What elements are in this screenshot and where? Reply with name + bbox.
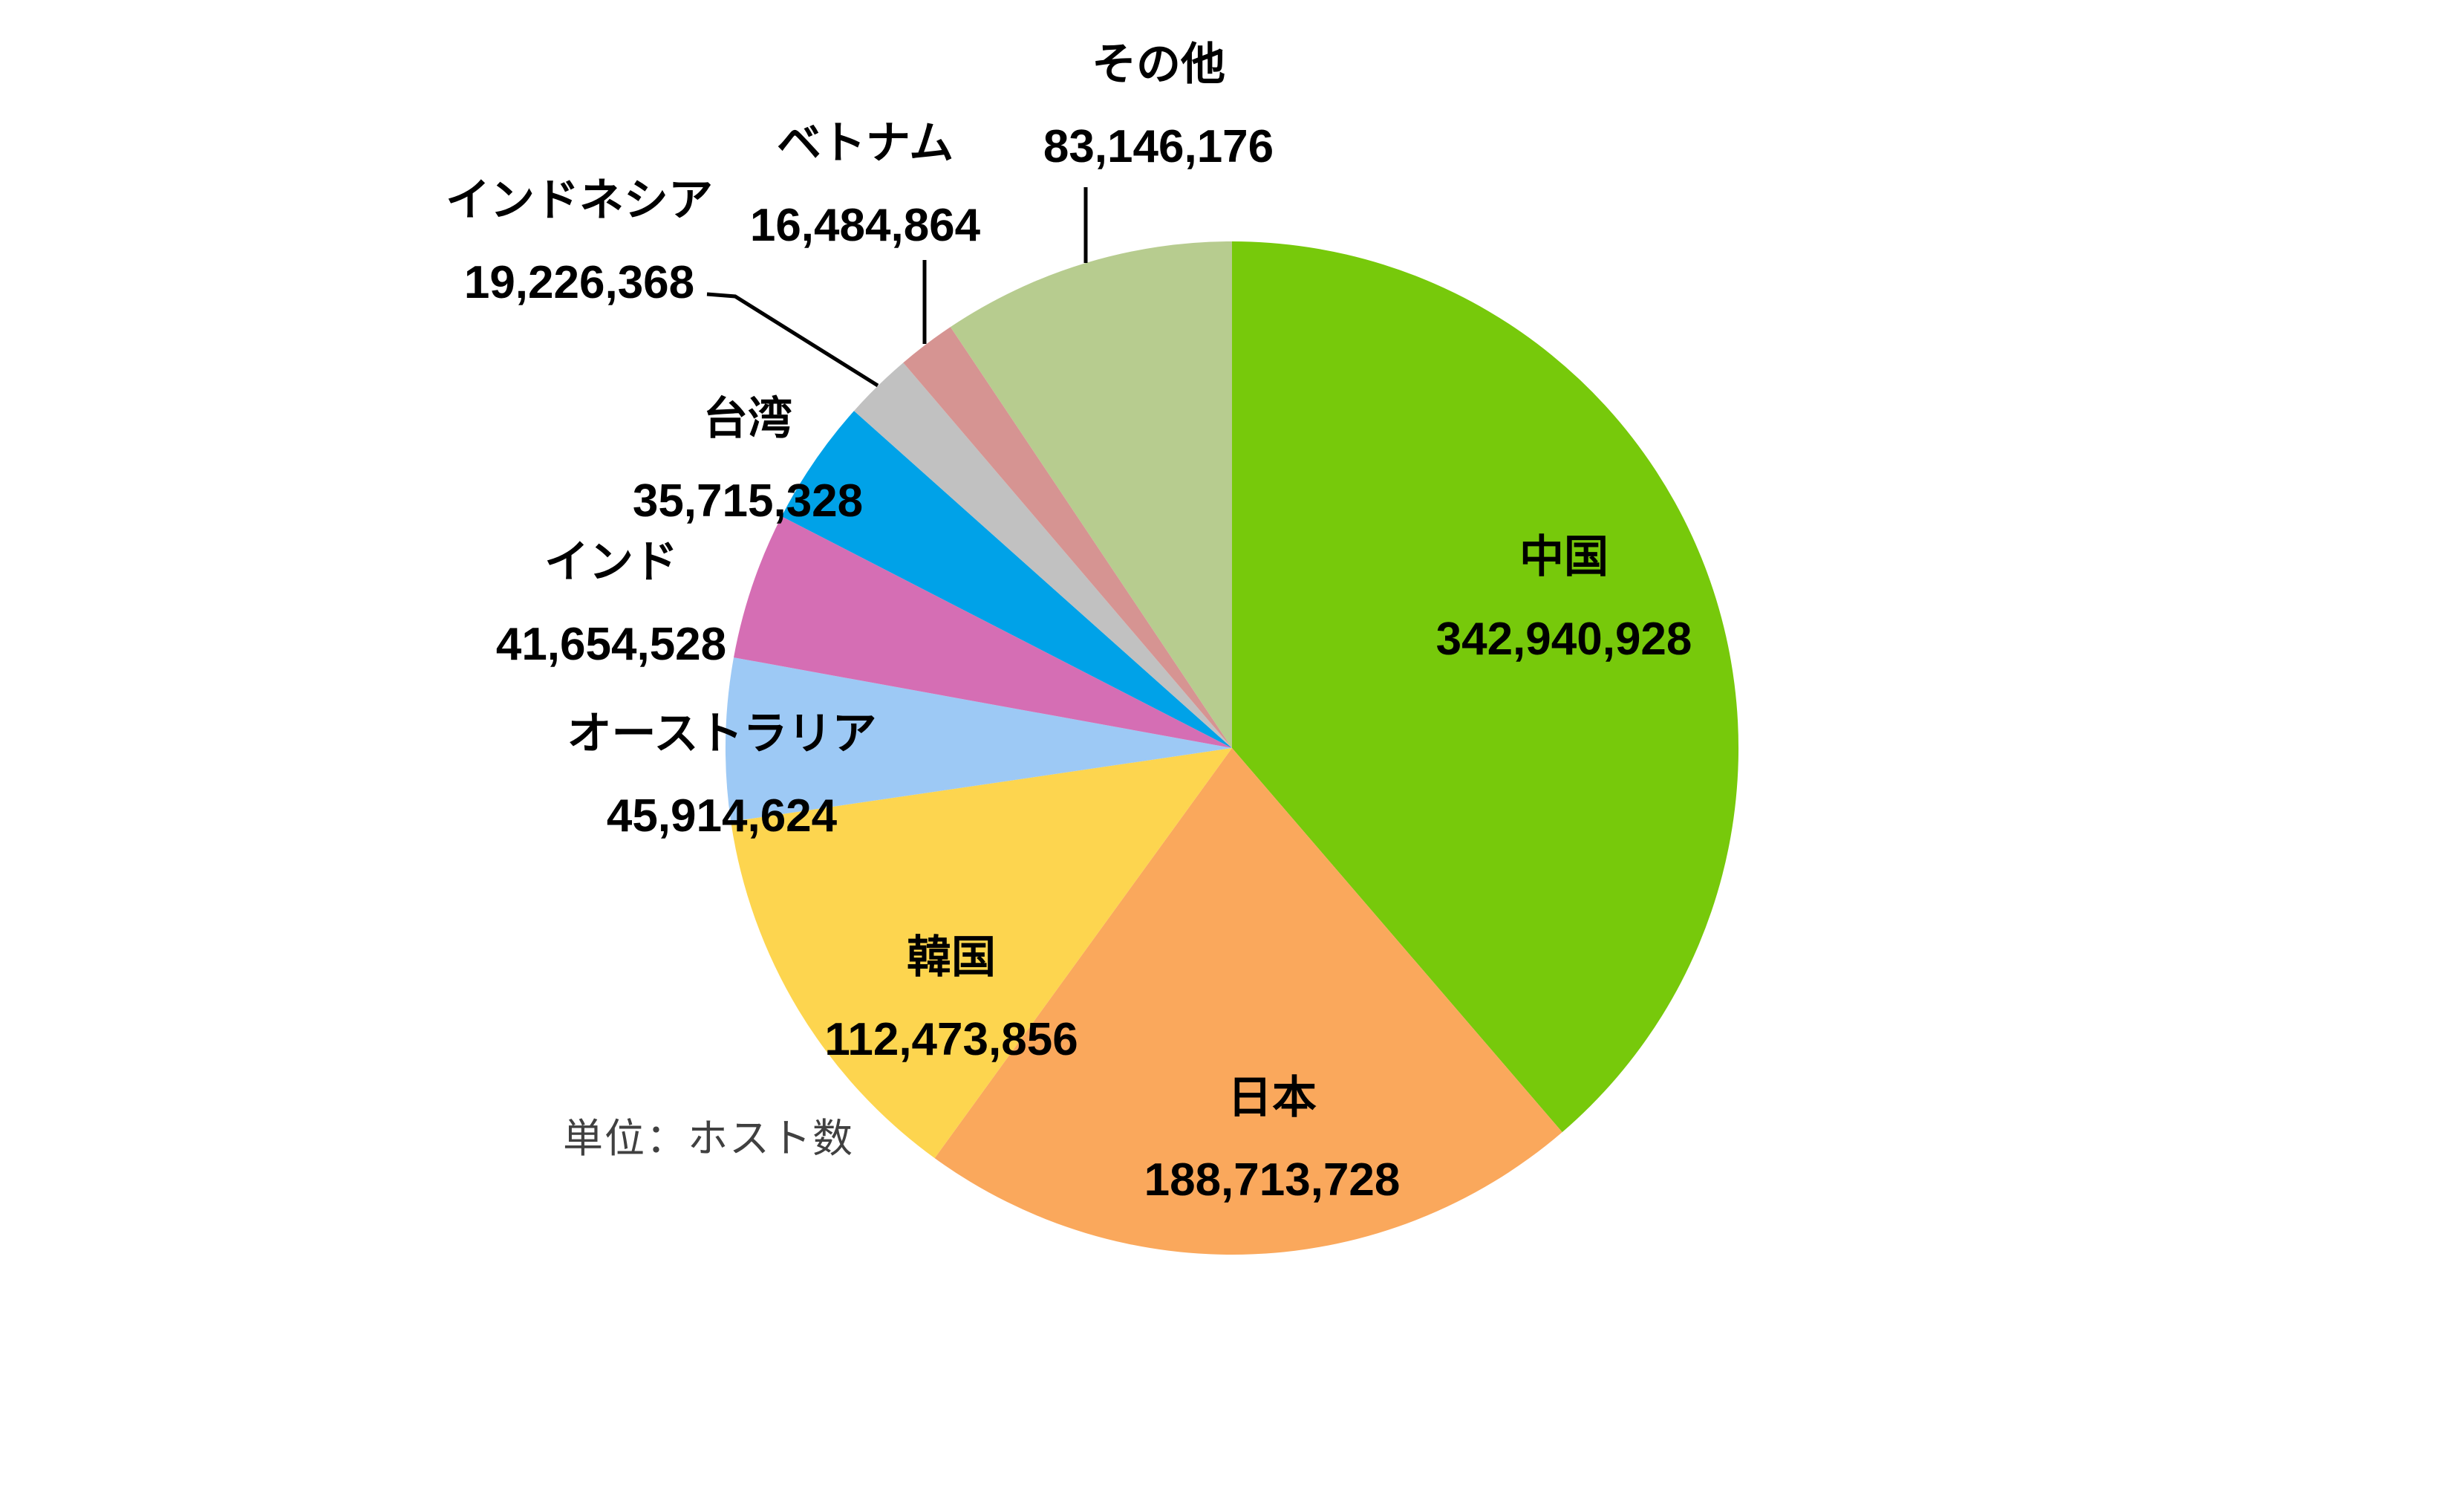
- slice-label-korea: 韓国 112,473,856: [824, 933, 1078, 1064]
- pie-slice-8[interactable]: [950, 241, 1232, 748]
- leader-line-indonesia: [706, 292, 879, 388]
- slice-value-others: 83,146,176: [1043, 121, 1274, 172]
- slice-label-taiwan: 台湾 35,715,328: [633, 394, 863, 525]
- slice-name-others: その他: [1092, 39, 1225, 89]
- slice-label-australia: オーストラリア 45,914,624: [567, 709, 877, 840]
- slice-value-australia: 45,914,624: [606, 790, 838, 842]
- slice-name-china: 中国: [1519, 532, 1609, 582]
- slice-label-vietnam: ベトナム 16,484,864: [750, 119, 980, 250]
- pie-slice-5[interactable]: [781, 411, 1233, 748]
- slice-name-taiwan: 台湾: [703, 394, 792, 443]
- slice-value-taiwan: 35,715,328: [632, 475, 864, 527]
- slice-label-others: その他 83,146,176: [1043, 40, 1274, 171]
- pie-slice-1[interactable]: [934, 748, 1562, 1255]
- slice-name-australia: オーストラリア: [567, 709, 877, 758]
- slice-value-vietnam: 16,484,864: [749, 200, 981, 251]
- slice-label-japan: 日本 188,713,728: [1144, 1073, 1401, 1204]
- unit-note: 単位：ホスト数: [563, 1116, 854, 1161]
- pie-slice-6[interactable]: [854, 363, 1232, 748]
- pie-slice-2[interactable]: [731, 748, 1232, 1159]
- slice-value-china: 342,940,928: [1435, 614, 1692, 665]
- pie-slice-3[interactable]: [725, 657, 1232, 822]
- slice-value-japan: 188,713,728: [1144, 1154, 1401, 1206]
- slice-name-vietnam: ベトナム: [776, 118, 954, 168]
- slice-name-indonesia: インドネシア: [446, 175, 713, 225]
- slice-value-korea: 112,473,856: [824, 1014, 1078, 1065]
- pie-slice-7[interactable]: [903, 327, 1232, 749]
- pie-slice-4[interactable]: [734, 516, 1232, 748]
- slice-label-indonesia: インドネシア 19,226,368: [446, 176, 713, 307]
- slice-name-india: インド: [544, 537, 678, 587]
- pie-slice-0[interactable]: [1232, 241, 1739, 1133]
- slice-label-china: 中国 342,940,928: [1436, 533, 1692, 663]
- slice-value-india: 41,654,528: [495, 619, 727, 670]
- pie-slices-group: [725, 241, 1739, 1255]
- slice-label-india: インド 41,654,528: [496, 538, 726, 669]
- slice-value-indonesia: 19,226,368: [463, 257, 695, 308]
- slice-name-japan: 日本: [1227, 1073, 1317, 1122]
- slice-name-korea: 韓国: [907, 932, 996, 982]
